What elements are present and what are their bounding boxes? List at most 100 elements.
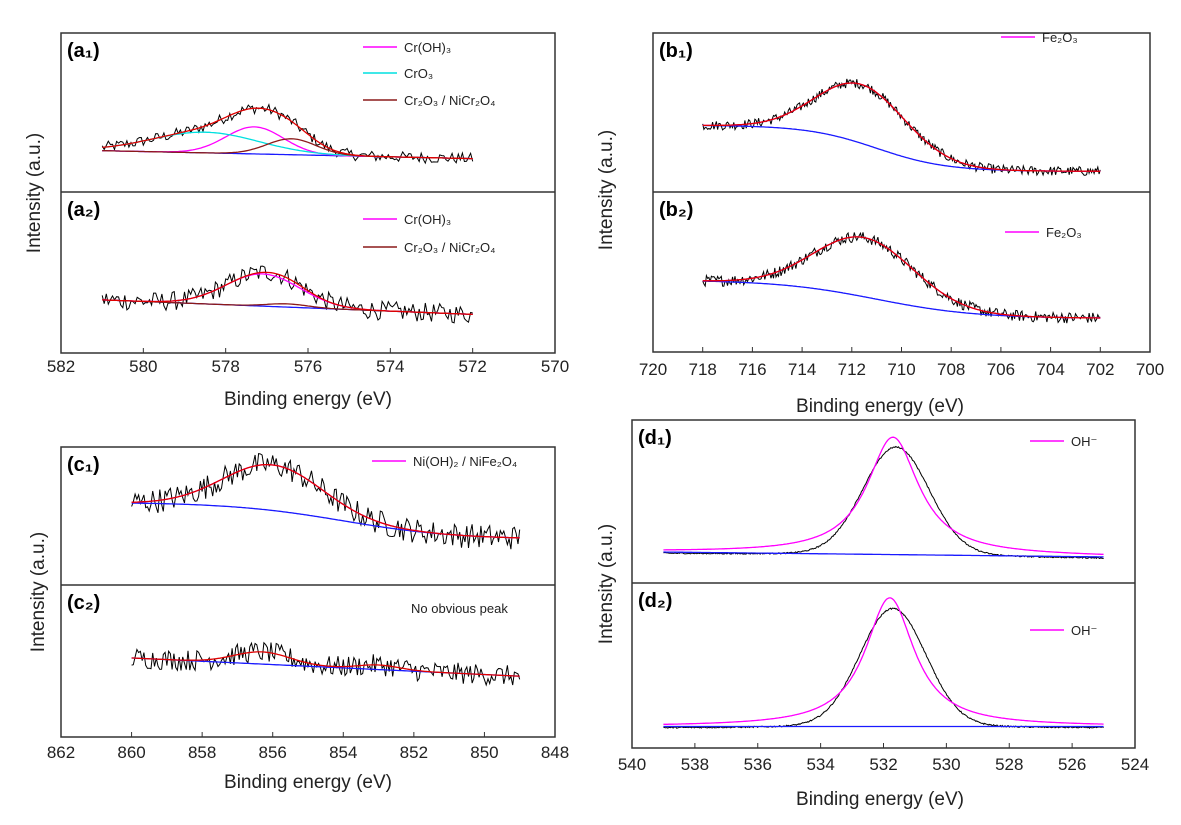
- x-axis-label: Binding energy (eV): [796, 789, 964, 810]
- legend-label: Cr(OH)₃: [404, 212, 451, 227]
- raw-spectrum: [663, 445, 1104, 560]
- x-tick-label: 572: [458, 357, 486, 376]
- x-tick-label: 854: [329, 743, 357, 762]
- fit-envelope: [702, 236, 1101, 319]
- panel-label: (c₁): [67, 454, 100, 476]
- raw-spectrum: [101, 265, 473, 324]
- chart-a: 582 580 578 576 574 572 570 Binding energy (eV)…: [24, 32, 569, 410]
- chart-b: 720 718 716 714 712 710 708 706 704 702 700 Binding…: [596, 30, 1164, 417]
- x-tick-label: 700: [1136, 360, 1164, 379]
- panel-label: (b₂): [659, 199, 693, 221]
- fit-envelope: [702, 82, 1101, 172]
- x-tick-label: 578: [211, 357, 239, 376]
- raw-spectrum: [131, 641, 521, 687]
- x-tick-label: 720: [639, 360, 667, 379]
- x-tick-label: 530: [932, 755, 960, 774]
- panel-label: (d₁): [638, 427, 672, 449]
- x-tick-label: 704: [1036, 360, 1064, 379]
- x-tick-label: 716: [738, 360, 766, 379]
- x-tick-label: 534: [806, 755, 834, 774]
- x-tick-label: 576: [294, 357, 322, 376]
- legend-label: OH⁻: [1071, 434, 1097, 449]
- raw-spectrum: [702, 78, 1101, 177]
- x-tick-label: 714: [788, 360, 816, 379]
- x-tick-label: 524: [1121, 755, 1149, 774]
- x-tick-label: 708: [937, 360, 965, 379]
- background-line: [702, 280, 1101, 319]
- panel-b1: (b₁) Fe₂O₃: [659, 30, 1101, 177]
- y-axis-label: Intensity (a.u.): [24, 133, 45, 253]
- annotation: No obvious peak: [411, 601, 508, 616]
- plot-frame: [631, 419, 1136, 749]
- legend-label: Cr(OH)₃: [404, 40, 451, 55]
- x-tick-label: 860: [117, 743, 145, 762]
- legend-label: CrO₃: [404, 66, 433, 81]
- background-line: [702, 124, 1101, 172]
- panel-a1: (a₁) Cr(OH)₃ CrO₃ Cr₂O₃ / NiCr₂O₄: [67, 40, 495, 165]
- panel-b2: (b₂) Fe₂O₃: [659, 199, 1101, 324]
- x-tick-label: 580: [129, 357, 157, 376]
- y-axis-label: Intensity (a.u.): [28, 532, 49, 652]
- fit-component: [102, 273, 473, 316]
- raw-spectrum: [663, 607, 1104, 729]
- fit-component: [702, 236, 1101, 319]
- legend-label: OH⁻: [1071, 623, 1097, 638]
- panel-label: (a₁): [67, 40, 100, 62]
- y-axis-label: Intensity (a.u.): [596, 524, 617, 644]
- x-tick-label: 582: [47, 357, 75, 376]
- background-line: [663, 551, 1104, 558]
- y-axis-label: Intensity (a.u.): [596, 130, 617, 250]
- x-axis-label: Binding energy (eV): [224, 772, 392, 793]
- panel-a2: (a₂) Cr(OH)₃ Cr₂O₃ / NiCr₂O₄: [67, 199, 495, 324]
- fit-component: [663, 597, 1104, 725]
- x-tick-label: 850: [470, 743, 498, 762]
- x-axis-label: Binding energy (eV): [796, 396, 964, 417]
- x-tick-label: 706: [987, 360, 1015, 379]
- panel-d2: (d₂) OH⁻: [638, 590, 1104, 729]
- background-line: [131, 502, 520, 539]
- x-tick-label: 710: [887, 360, 915, 379]
- fit-envelope: [131, 651, 520, 677]
- x-tick-label: 712: [838, 360, 866, 379]
- legend-label: Ni(OH)₂ / NiFe₂O₄: [413, 454, 517, 469]
- x-tick-label: 540: [618, 755, 646, 774]
- x-tick-label: 570: [541, 357, 569, 376]
- x-tick-label: 718: [689, 360, 717, 379]
- chart-d: 540 538 536 534 532 530 528 526 524 Binding energ…: [596, 419, 1149, 810]
- x-tick-label: 858: [188, 743, 216, 762]
- panel-label: (d₂): [638, 590, 672, 612]
- x-tick-label: 848: [541, 743, 569, 762]
- x-tick-label: 528: [995, 755, 1023, 774]
- x-tick-label: 526: [1058, 755, 1086, 774]
- panel-c2: (c₂) No obvious peak: [67, 592, 521, 687]
- plot-frame: [60, 446, 556, 738]
- panel-label: (b₁): [659, 40, 693, 62]
- x-tick-label: 536: [744, 755, 772, 774]
- panel-d1: (d₁) OH⁻: [638, 427, 1104, 560]
- x-tick-label: 702: [1086, 360, 1114, 379]
- legend-label: Cr₂O₃ / NiCr₂O₄: [404, 93, 495, 108]
- panel-c1: (c₁) Ni(OH)₂ / NiFe₂O₄: [67, 452, 521, 550]
- x-tick-label: 862: [47, 743, 75, 762]
- fit-component: [663, 436, 1104, 556]
- legend-label: Cr₂O₃ / NiCr₂O₄: [404, 240, 495, 255]
- chart-c: 862 860 858 856 854 852 850 848 Binding energy (…: [28, 446, 569, 793]
- x-tick-label: 574: [376, 357, 404, 376]
- x-tick-label: 856: [259, 743, 287, 762]
- legend-label: Fe₂O₃: [1046, 225, 1082, 240]
- x-tick-label: 538: [681, 755, 709, 774]
- raw-spectrum: [702, 231, 1101, 324]
- fit-component: [102, 126, 473, 160]
- raw-spectrum: [101, 103, 474, 165]
- x-tick-label: 852: [400, 743, 428, 762]
- plot-frame: [60, 32, 556, 354]
- panel-label: (c₂): [67, 592, 100, 614]
- fit-envelope: [131, 463, 520, 539]
- fit-envelope: [102, 107, 473, 160]
- x-axis-label: Binding energy (eV): [224, 389, 392, 410]
- fit-envelope: [102, 271, 473, 316]
- legend-label: Fe₂O₃: [1042, 30, 1078, 45]
- fit-component: [131, 463, 520, 539]
- x-tick-label: 532: [869, 755, 897, 774]
